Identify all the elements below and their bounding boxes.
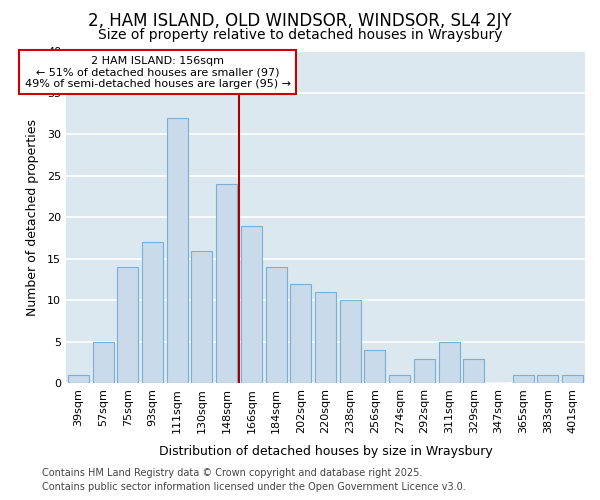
Bar xyxy=(538,375,559,384)
Bar xyxy=(216,184,237,384)
Text: Contains HM Land Registry data © Crown copyright and database right 2025.
Contai: Contains HM Land Registry data © Crown c… xyxy=(42,468,466,492)
Bar xyxy=(191,250,212,384)
Bar xyxy=(340,300,361,384)
Text: 2 HAM ISLAND: 156sqm
← 51% of detached houses are smaller (97)
49% of semi-detac: 2 HAM ISLAND: 156sqm ← 51% of detached h… xyxy=(25,56,290,89)
Bar xyxy=(315,292,336,384)
Y-axis label: Number of detached properties: Number of detached properties xyxy=(26,119,39,316)
Bar xyxy=(68,375,89,384)
Bar xyxy=(562,375,583,384)
Bar xyxy=(92,342,113,384)
Bar xyxy=(266,267,287,384)
Bar xyxy=(241,226,262,384)
Bar xyxy=(167,118,188,384)
X-axis label: Distribution of detached houses by size in Wraysbury: Distribution of detached houses by size … xyxy=(158,444,493,458)
Text: 2, HAM ISLAND, OLD WINDSOR, WINDSOR, SL4 2JY: 2, HAM ISLAND, OLD WINDSOR, WINDSOR, SL4… xyxy=(88,12,512,30)
Text: Size of property relative to detached houses in Wraysbury: Size of property relative to detached ho… xyxy=(98,28,502,42)
Bar xyxy=(414,358,435,384)
Bar xyxy=(463,358,484,384)
Bar xyxy=(513,375,534,384)
Bar xyxy=(142,242,163,384)
Bar xyxy=(389,375,410,384)
Bar xyxy=(364,350,385,384)
Bar xyxy=(118,267,139,384)
Bar xyxy=(439,342,460,384)
Bar xyxy=(290,284,311,384)
